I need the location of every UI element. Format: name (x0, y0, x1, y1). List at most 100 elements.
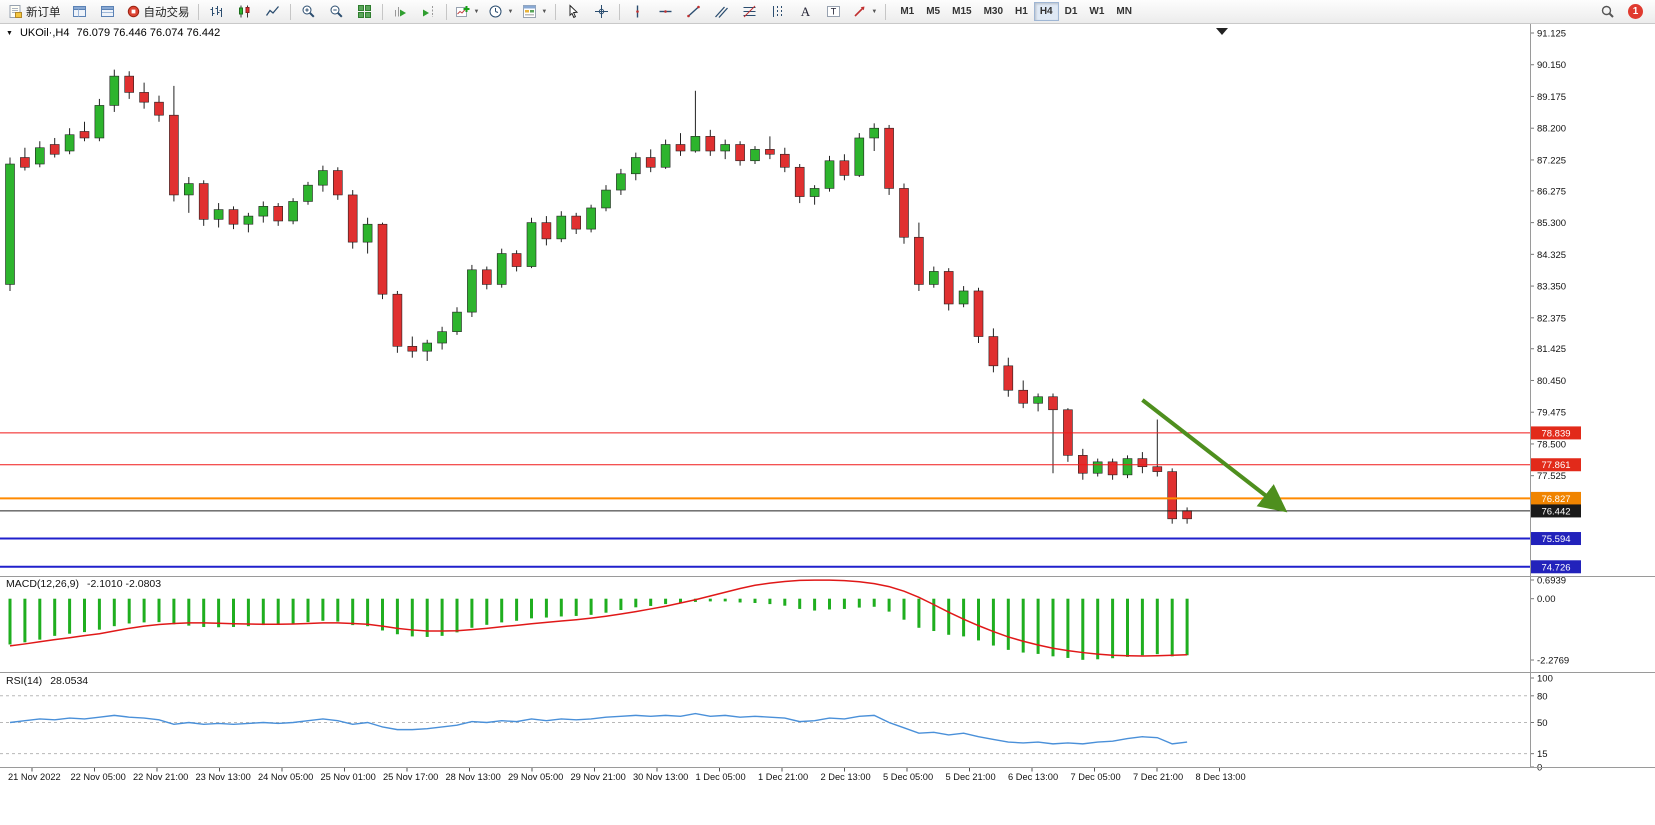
candle-body (779, 153, 790, 168)
tile-windows-button[interactable] (351, 1, 378, 22)
bar-chart-button[interactable] (203, 1, 230, 22)
zoom-in-button[interactable] (295, 1, 322, 22)
fibonacci-icon (743, 5, 756, 18)
date-axis-label: 7 Dec 21:00 (1133, 772, 1183, 782)
date-axis-label: 23 Nov 13:00 (196, 772, 251, 782)
candle-body (377, 223, 388, 295)
trend-arrow-annotation[interactable] (1141, 398, 1288, 513)
search-button[interactable] (1594, 1, 1621, 22)
date-axis-label: 5 Dec 05:00 (883, 772, 933, 782)
candle-body (630, 157, 641, 175)
candle-body (5, 163, 15, 285)
candle-body (1182, 510, 1192, 520)
data-window-button[interactable] (94, 1, 121, 22)
candle-body (362, 223, 373, 243)
candle-body (735, 144, 745, 162)
trendline-tool[interactable] (680, 1, 707, 22)
rsi-axis-label: 100 (1537, 674, 1553, 685)
price-level-badge-text: 76.827 (1541, 494, 1570, 505)
vertical-line-tool[interactable] (624, 1, 651, 22)
tf-button-M15[interactable]: M15 (952, 6, 972, 17)
template-button[interactable]: ▼ (518, 1, 551, 22)
candle-body (481, 269, 492, 285)
auto-scroll-icon (394, 7, 406, 17)
add-indicator-button[interactable]: ▼ (451, 1, 484, 22)
candlestick-chart-icon (238, 5, 249, 18)
chart-shift-button[interactable] (415, 1, 442, 22)
macd-axis-label: 0.6939 (1537, 576, 1566, 587)
macd-name: MACD(12,26,9) (6, 578, 79, 590)
tf-button-MN[interactable]: MN (1116, 6, 1132, 17)
price-level-badge-text: 74.726 (1541, 562, 1570, 573)
new-order-button[interactable]: 新订单 (4, 1, 65, 22)
candle-body (571, 215, 582, 230)
text-tool[interactable]: A (792, 1, 819, 22)
price-level-badge (1531, 560, 1581, 574)
date-axis-label: 22 Nov 05:00 (71, 772, 126, 782)
period-selector-button[interactable]: ▼ (484, 1, 517, 22)
rsi-axis-label: 80 (1537, 691, 1548, 702)
date-axis-label: 1 Dec 05:00 (696, 772, 746, 782)
toolbar-separator (885, 3, 887, 20)
candle-body (154, 101, 164, 116)
candle-body (884, 127, 894, 189)
chevron-down-icon: ▼ (473, 8, 480, 15)
add-indicator-icon (455, 6, 469, 17)
toolbar-separator (555, 3, 557, 20)
horizontal-line-tool[interactable] (652, 1, 679, 22)
text-icon: A (801, 4, 811, 19)
date-axis-label: 5 Dec 21:00 (946, 772, 996, 782)
price-axis-label: 87.225 (1537, 155, 1566, 166)
date-axis-label: 29 Nov 05:00 (508, 772, 563, 782)
date-axis-label: 24 Nov 05:00 (258, 772, 313, 782)
price-axis-label: 82.375 (1537, 313, 1566, 324)
arrows-tool[interactable]: ▼ (848, 1, 881, 22)
auto-scroll-button[interactable] (387, 1, 414, 22)
candle-body (20, 157, 30, 168)
macd-signal-line (9, 579, 1188, 657)
symbol-dropdown-icon[interactable]: ▼ (6, 29, 13, 37)
date-axis-label: 22 Nov 21:00 (133, 772, 188, 782)
line-chart-button[interactable] (259, 1, 286, 22)
market-watch-button[interactable] (66, 1, 93, 22)
candle-body (1137, 458, 1148, 468)
crosshair-button[interactable] (588, 1, 615, 22)
channel-tool[interactable] (708, 1, 735, 22)
tf-button-M1[interactable]: M1 (900, 6, 915, 17)
candlestick-chart-button[interactable] (231, 1, 258, 22)
tf-button-H1[interactable]: H1 (1015, 6, 1028, 17)
macd-axis-label: -2.2769 (1537, 656, 1569, 667)
candle-body (422, 342, 433, 352)
candle-body (616, 173, 626, 191)
zoom-out-button[interactable] (323, 1, 350, 22)
tf-button-D1[interactable]: D1 (1064, 6, 1078, 17)
chart-symbol: UKOil·,H4 (19, 27, 70, 39)
cycle-lines-tool[interactable] (764, 1, 791, 22)
rsi-name: RSI(14) (6, 675, 43, 687)
price-axis-label: 83.350 (1537, 282, 1566, 293)
cursor-button[interactable] (560, 1, 587, 22)
price-axis-label: 91.125 (1537, 29, 1566, 40)
text-label-tool[interactable]: T (820, 1, 847, 22)
price-level-badge-text: 76.442 (1541, 506, 1570, 517)
candle-body (928, 271, 939, 285)
notification-badge[interactable]: 1 (1628, 4, 1643, 19)
candle-body (660, 144, 671, 168)
fibonacci-tool[interactable] (736, 1, 763, 22)
price-level-badge (1531, 532, 1581, 546)
timeframe-bar: M1 M5 M15 M30 H1 H4 D1 W1 MN (894, 2, 1138, 21)
candle-body (332, 170, 343, 196)
tf-button-H4[interactable]: H4 (1033, 2, 1059, 21)
candle-body (452, 311, 462, 332)
tf-button-M5[interactable]: M5 (926, 6, 941, 17)
toolbar-separator (619, 3, 621, 20)
price-level-badge (1531, 504, 1581, 518)
chart-shift-marker[interactable] (1216, 28, 1228, 35)
price-level-badge (1531, 426, 1581, 440)
candle-body (1107, 461, 1118, 476)
candle-body (541, 222, 552, 240)
tf-button-M30[interactable]: M30 (983, 6, 1004, 17)
auto-trading-button[interactable]: 自动交易 (122, 1, 194, 22)
tf-button-W1[interactable]: W1 (1089, 6, 1105, 17)
